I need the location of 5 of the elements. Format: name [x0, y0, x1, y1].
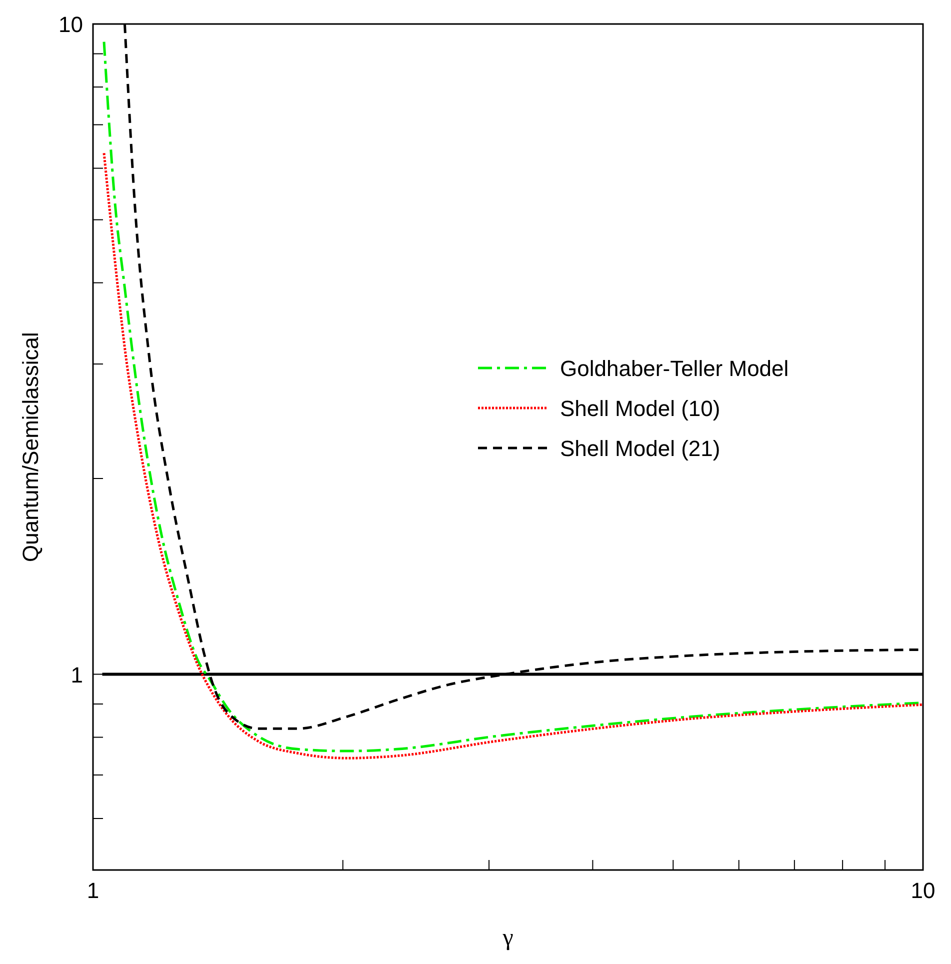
y-axis-title: Quantum/Semiclassical	[18, 332, 43, 562]
x-axis-title: γ	[502, 925, 514, 951]
legend-label: Goldhaber-Teller Model	[560, 356, 789, 381]
legend-label: Shell Model (21)	[560, 436, 720, 461]
legend-label: Shell Model (10)	[560, 396, 720, 421]
